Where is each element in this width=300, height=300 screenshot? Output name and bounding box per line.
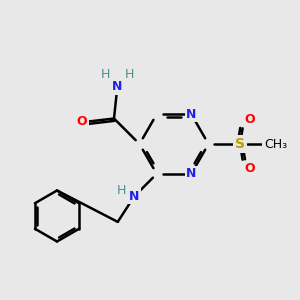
Text: N: N	[129, 190, 140, 203]
Text: H: H	[101, 68, 110, 81]
Text: N: N	[112, 80, 122, 94]
Text: S: S	[235, 137, 245, 151]
Text: N: N	[186, 167, 196, 180]
Text: H: H	[117, 184, 126, 197]
Text: N: N	[186, 108, 196, 121]
Text: O: O	[76, 115, 87, 128]
Text: O: O	[244, 113, 255, 126]
Text: H: H	[125, 68, 134, 81]
Text: O: O	[244, 162, 255, 175]
Text: CH₃: CH₃	[264, 137, 287, 151]
